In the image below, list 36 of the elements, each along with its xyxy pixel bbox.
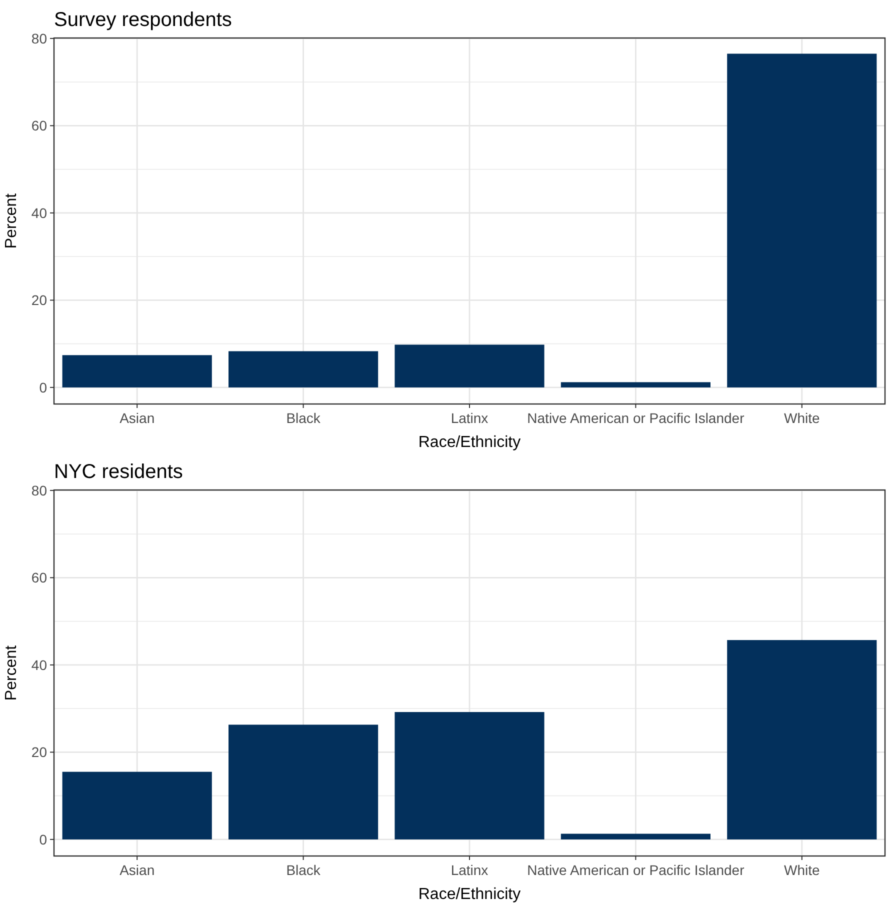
x-tick-label: Asian bbox=[120, 862, 155, 878]
y-tick-label: 60 bbox=[31, 118, 48, 134]
x-tick-label: Asian bbox=[120, 410, 155, 426]
bar bbox=[394, 712, 544, 840]
x-tick-label: White bbox=[784, 862, 820, 878]
x-tick-label: Black bbox=[286, 862, 322, 878]
x-tick-label: Latinx bbox=[450, 410, 488, 426]
bar bbox=[560, 834, 710, 840]
x-tick-label: Native American or Pacific Islander bbox=[527, 410, 745, 426]
x-tick-label: Black bbox=[286, 410, 322, 426]
bar bbox=[560, 382, 710, 388]
y-tick-label: 0 bbox=[39, 831, 48, 848]
y-axis-title: Percent bbox=[3, 644, 20, 701]
y-axis-title: Percent bbox=[3, 192, 20, 249]
y-tick-label: 80 bbox=[31, 482, 48, 498]
bar bbox=[727, 54, 877, 388]
y-tick-label: 60 bbox=[31, 570, 48, 586]
y-tick-label: 0 bbox=[39, 379, 48, 396]
bar bbox=[62, 355, 212, 388]
y-tick-label: 40 bbox=[31, 656, 48, 673]
y-tick-label: 40 bbox=[31, 204, 48, 221]
y-tick-label: 80 bbox=[31, 30, 48, 46]
x-tick-label: White bbox=[784, 410, 820, 426]
bar bbox=[62, 772, 212, 840]
bar bbox=[394, 344, 544, 388]
y-tick-label: 20 bbox=[31, 744, 48, 760]
x-tick-label: Native American or Pacific Islander bbox=[527, 862, 745, 878]
chart-title: Survey respondents bbox=[54, 9, 232, 31]
y-tick-label: 20 bbox=[31, 292, 48, 308]
x-tick-label: Latinx bbox=[450, 862, 488, 878]
x-axis-title: Race/Ethnicity bbox=[418, 886, 521, 903]
chart-title: NYC residents bbox=[54, 461, 183, 483]
bar bbox=[727, 640, 877, 840]
bar bbox=[228, 351, 378, 388]
bar bbox=[228, 724, 378, 840]
x-axis-title: Race/Ethnicity bbox=[418, 434, 521, 451]
